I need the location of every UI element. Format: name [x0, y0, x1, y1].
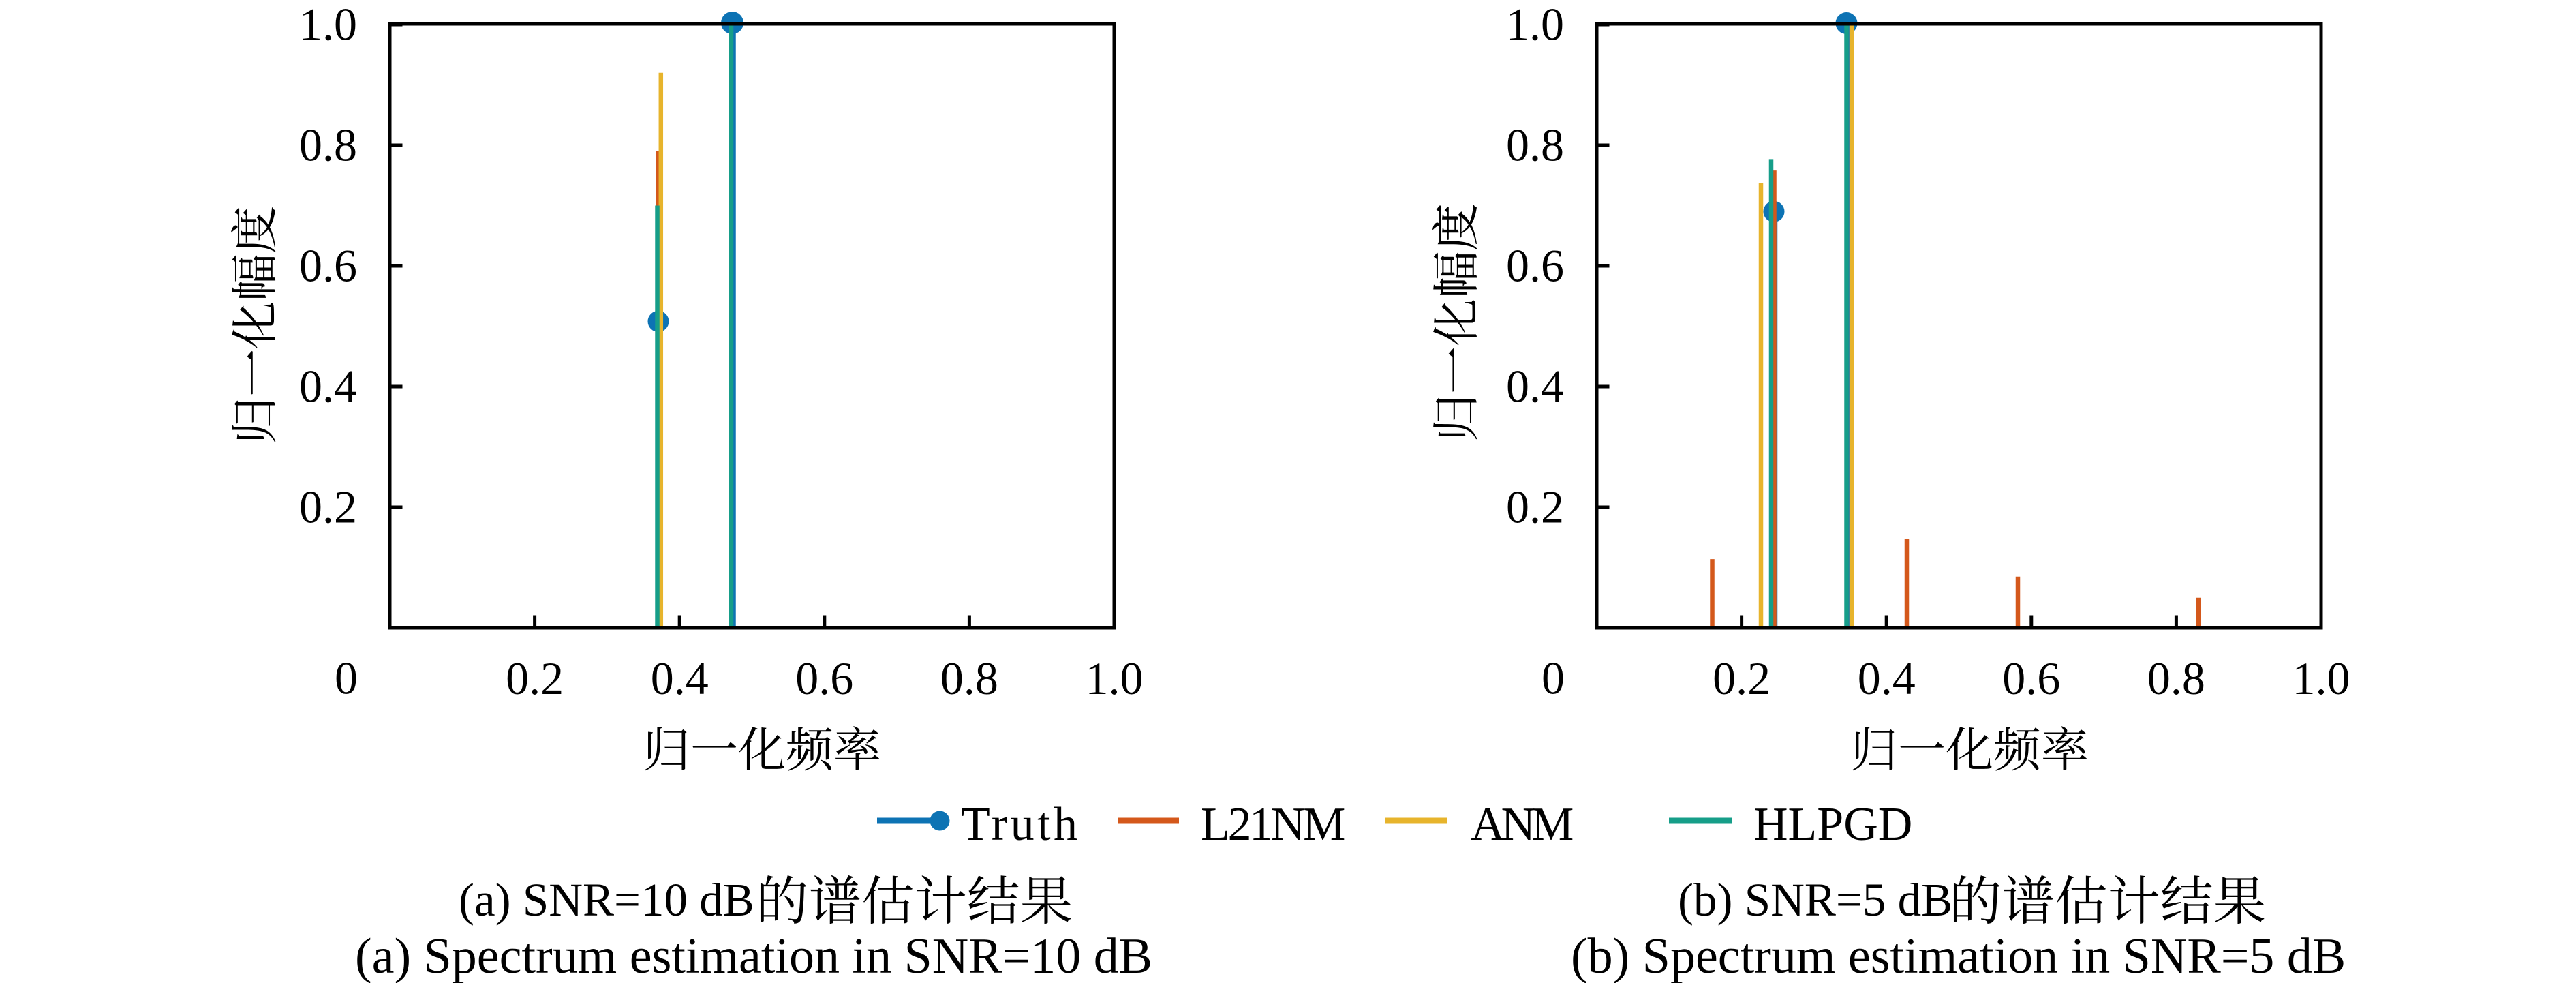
svg-text:(a) Spectrum estimation in SNR: (a) Spectrum estimation in SNR=10 dB — [355, 928, 1152, 983]
svg-text:0: 0 — [1542, 652, 1565, 704]
svg-text:ANM: ANM — [1471, 798, 1573, 851]
svg-text:1.0: 1.0 — [1086, 652, 1144, 704]
svg-text:0.2: 0.2 — [1713, 652, 1770, 704]
svg-text:0.6: 0.6 — [1506, 239, 1564, 291]
svg-text:0.8: 0.8 — [1506, 119, 1564, 170]
svg-text:0.2: 0.2 — [506, 652, 564, 704]
svg-text:0.2: 0.2 — [299, 481, 357, 532]
svg-text:HLPGD: HLPGD — [1753, 798, 1912, 851]
svg-text:L21NM: L21NM — [1201, 798, 1345, 851]
svg-text:(b) Spectrum estimation in SNR: (b) Spectrum estimation in SNR=5 dB — [1571, 928, 2346, 983]
svg-text:0.4: 0.4 — [1858, 652, 1916, 704]
svg-text:Truth: Truth — [961, 798, 1081, 851]
svg-text:0.6: 0.6 — [299, 239, 357, 291]
svg-text:0.6: 0.6 — [795, 652, 853, 704]
svg-text:0: 0 — [335, 652, 358, 704]
svg-text:(a) SNR=10 dB: (a) SNR=10 dB — [459, 874, 754, 926]
svg-text:0.4: 0.4 — [651, 652, 709, 704]
svg-text:0.4: 0.4 — [299, 360, 357, 412]
svg-text:1.0: 1.0 — [1506, 0, 1564, 50]
svg-text:0.6: 0.6 — [2002, 652, 2060, 704]
svg-text:0.8: 0.8 — [940, 652, 998, 704]
svg-text:0.8: 0.8 — [2147, 652, 2205, 704]
svg-text:1.0: 1.0 — [2293, 652, 2350, 704]
svg-text:0.8: 0.8 — [299, 119, 357, 170]
svg-text:0.4: 0.4 — [1506, 360, 1564, 412]
svg-text:1.0: 1.0 — [299, 0, 357, 50]
svg-text:0.2: 0.2 — [1506, 481, 1564, 532]
svg-text:(b) SNR=5 dB: (b) SNR=5 dB — [1678, 874, 1952, 926]
